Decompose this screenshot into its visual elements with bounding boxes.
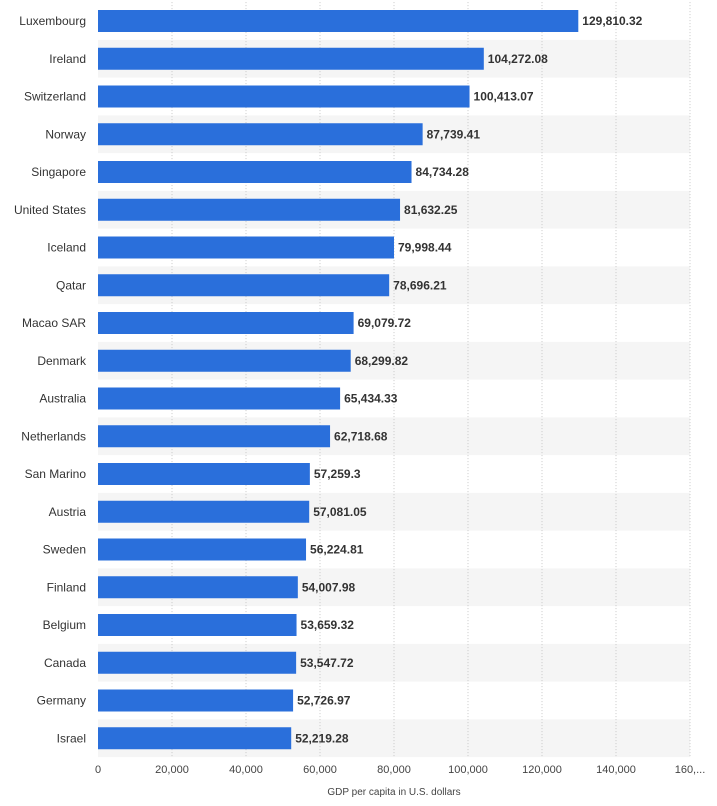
value-label: 84,734.28 bbox=[416, 165, 470, 179]
category-label: Denmark bbox=[37, 354, 87, 368]
bar bbox=[98, 425, 331, 448]
value-label: 87,739.41 bbox=[427, 127, 481, 141]
value-label: 104,272.08 bbox=[488, 52, 548, 66]
category-label: Luxembourg bbox=[19, 14, 86, 28]
bars bbox=[98, 10, 579, 750]
value-label: 129,810.32 bbox=[582, 14, 642, 28]
category-label: Finland bbox=[47, 580, 86, 594]
x-tick-label: 80,000 bbox=[377, 764, 411, 776]
category-label: San Marino bbox=[25, 467, 87, 481]
x-tick-label: 160,... bbox=[675, 764, 706, 776]
bar bbox=[98, 85, 470, 108]
bar bbox=[98, 10, 579, 32]
bar bbox=[98, 727, 292, 750]
category-label: Singapore bbox=[31, 165, 86, 179]
category-label: Netherlands bbox=[21, 429, 86, 443]
category-label: Ireland bbox=[49, 52, 86, 66]
bar bbox=[98, 349, 351, 372]
x-tick-label: 100,000 bbox=[448, 764, 488, 776]
bar bbox=[98, 463, 310, 485]
bar bbox=[98, 689, 294, 712]
category-label: Iceland bbox=[47, 241, 86, 255]
value-label: 68,299.82 bbox=[355, 354, 409, 368]
category-label: United States bbox=[14, 203, 86, 217]
value-label: 65,434.33 bbox=[344, 392, 398, 406]
category-label: Germany bbox=[37, 694, 86, 708]
category-labels: Luxembourg Ireland Switzerland Norway Singap… bbox=[14, 14, 87, 745]
category-label: Qatar bbox=[56, 278, 86, 292]
category-label: Canada bbox=[44, 656, 86, 670]
value-label: 53,659.32 bbox=[301, 618, 355, 632]
bar bbox=[98, 387, 341, 410]
category-label: Norway bbox=[45, 127, 86, 141]
bar bbox=[98, 274, 390, 297]
value-label: 69,079.72 bbox=[358, 316, 412, 330]
bar bbox=[98, 614, 297, 636]
value-label: 57,081.05 bbox=[313, 505, 367, 519]
bar bbox=[98, 500, 310, 523]
category-label: Switzerland bbox=[24, 90, 86, 104]
bar bbox=[98, 161, 412, 183]
bar bbox=[98, 198, 401, 221]
bar bbox=[98, 47, 484, 70]
category-label: Austria bbox=[49, 505, 87, 519]
category-label: Israel bbox=[57, 731, 86, 745]
value-label: 81,632.25 bbox=[404, 203, 458, 217]
x-tick-label: 40,000 bbox=[229, 764, 263, 776]
x-tick-label: 120,000 bbox=[522, 764, 562, 776]
value-label: 79,998.44 bbox=[398, 241, 452, 255]
value-label: 78,696.21 bbox=[393, 278, 447, 292]
bar bbox=[98, 576, 298, 599]
x-tick-label: 0 bbox=[95, 764, 101, 776]
x-tick-label: 60,000 bbox=[303, 764, 337, 776]
category-label: Australia bbox=[39, 392, 86, 406]
bar bbox=[98, 312, 354, 334]
x-tick-label: 20,000 bbox=[155, 764, 189, 776]
value-label: 62,718.68 bbox=[334, 429, 388, 443]
value-label: 57,259.3 bbox=[314, 467, 361, 481]
x-axis-tick-labels: 0 20,000 40,000 60,000 80,000 100,000 120,000 1… bbox=[95, 764, 705, 776]
value-label: 56,224.81 bbox=[310, 543, 364, 557]
value-label: 52,726.97 bbox=[297, 694, 351, 708]
x-axis-title: GDP per capita in U.S. dollars bbox=[327, 787, 460, 798]
category-label: Belgium bbox=[43, 618, 86, 632]
value-label: 52,219.28 bbox=[295, 731, 349, 745]
bar bbox=[98, 538, 307, 561]
bar bbox=[98, 651, 297, 674]
bar bbox=[98, 123, 423, 146]
x-tick-label: 140,000 bbox=[596, 764, 636, 776]
category-label: Sweden bbox=[43, 543, 86, 557]
value-label: 53,547.72 bbox=[300, 656, 354, 670]
category-label: Macao SAR bbox=[22, 316, 86, 330]
value-labels: 129,810.32 104,272.08 100,413.07 87,739.41 8… bbox=[295, 14, 642, 745]
value-label: 54,007.98 bbox=[302, 580, 356, 594]
value-label: 100,413.07 bbox=[474, 90, 534, 104]
bar bbox=[98, 236, 394, 259]
